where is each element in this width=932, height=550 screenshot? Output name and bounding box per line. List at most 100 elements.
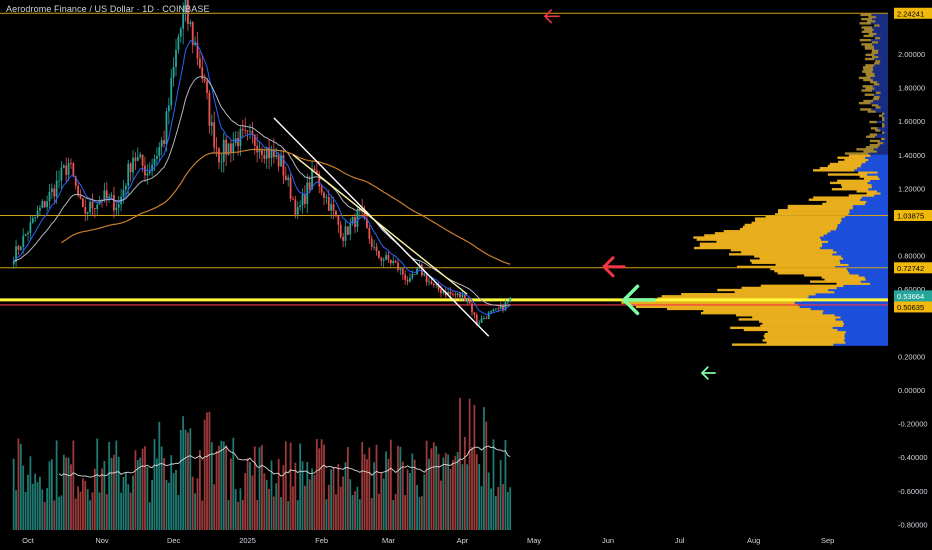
vp-yellow-row	[865, 87, 875, 90]
x-tick-label: Oct	[22, 536, 35, 545]
vp-blue-row	[870, 76, 888, 80]
volume-bar	[170, 455, 173, 530]
volume-bar	[304, 485, 306, 530]
candle-body	[91, 201, 94, 208]
candle-body	[423, 273, 426, 276]
volume-bar	[175, 469, 177, 530]
volume-bar	[265, 480, 268, 530]
price-label: 0.50635	[897, 303, 924, 312]
vp-blue-row	[872, 89, 888, 92]
volume-bar	[327, 484, 330, 530]
vp-yellow-row	[738, 318, 836, 321]
candle-body	[127, 163, 130, 186]
volume-bar	[480, 486, 483, 530]
volume-bar	[50, 459, 53, 530]
vp-yellow-row	[867, 110, 876, 113]
candle-body	[430, 281, 433, 284]
vp-yellow-row	[874, 24, 880, 27]
vp-yellow-row	[844, 158, 869, 162]
volume-bar	[230, 458, 232, 530]
vp-blue-row	[876, 190, 888, 193]
volume-bar	[494, 496, 497, 530]
volume-bar	[368, 447, 371, 530]
volume-bar	[86, 489, 89, 530]
vp-blue-row	[841, 255, 888, 258]
vp-blue-row	[874, 45, 888, 48]
candle-body	[134, 157, 137, 161]
vp-yellow-row	[751, 221, 841, 225]
volume-bar	[335, 494, 337, 530]
vp-yellow-row	[759, 257, 844, 260]
candle-body	[172, 66, 175, 78]
vp-blue-row	[878, 55, 888, 59]
vp-yellow-row	[813, 169, 855, 172]
vp-yellow-row	[699, 242, 823, 246]
volume-bar	[105, 494, 108, 530]
candle-body	[156, 155, 158, 159]
volume-bar	[141, 448, 144, 530]
vp-yellow-row	[881, 137, 885, 141]
candle-body	[165, 111, 168, 145]
vp-yellow-row	[861, 30, 873, 33]
vp-yellow-row	[856, 190, 877, 193]
candle-body	[151, 164, 154, 172]
x-tick-label: Aug	[747, 536, 760, 545]
vp-yellow-row	[759, 320, 843, 323]
candle-body	[177, 36, 180, 50]
volume-bar	[299, 443, 302, 530]
candle-body	[129, 163, 132, 173]
volume-bar	[356, 486, 359, 530]
vp-blue-row	[871, 13, 888, 17]
vp-blue-row	[878, 41, 888, 44]
volume-bar	[251, 475, 254, 530]
vp-yellow-row	[869, 143, 880, 147]
candle-body	[48, 191, 51, 202]
volume-bar	[136, 460, 139, 530]
volume-bar	[148, 502, 151, 530]
vp-yellow-row	[865, 72, 875, 75]
vp-blue-row	[844, 337, 888, 340]
vp-blue-row	[849, 272, 888, 275]
volume-bar	[191, 476, 194, 530]
trendlines[interactable]	[273, 117, 490, 337]
price-label-bg	[894, 262, 932, 274]
vp-blue-row	[872, 43, 888, 46]
vp-yellow-row	[764, 332, 845, 336]
vp-yellow-row	[741, 286, 837, 290]
candle-body	[194, 42, 196, 46]
vp-yellow-row	[841, 183, 872, 187]
candle-body	[346, 226, 349, 235]
vp-yellow-row	[865, 146, 879, 149]
volume-bar	[275, 483, 278, 530]
candle-body	[170, 77, 173, 106]
volume-bar	[277, 458, 280, 530]
vp-yellow-row	[766, 341, 846, 344]
volume-bar	[452, 460, 454, 530]
volume-bar	[499, 460, 502, 530]
volume-bar	[165, 479, 168, 530]
vp-yellow-row	[878, 114, 883, 117]
volume-bar	[416, 485, 418, 530]
candle-body	[454, 294, 457, 296]
volume-profile	[621, 13, 888, 346]
vp-blue-row	[880, 192, 888, 195]
candle-body	[82, 198, 84, 208]
candle-body	[299, 205, 302, 208]
candle-body	[232, 143, 235, 153]
vp-blue-row	[840, 316, 888, 319]
candle-body	[344, 226, 347, 241]
vp-yellow-row	[827, 173, 867, 176]
volume-bar	[127, 484, 130, 530]
vp-blue-row	[871, 38, 888, 42]
vp-yellow-row	[872, 97, 879, 101]
volume-bar	[96, 438, 99, 530]
volume-bar	[411, 453, 414, 530]
candle-body	[225, 139, 228, 155]
x-tick-label: Mar	[382, 536, 395, 545]
vp-blue-row	[836, 286, 888, 290]
volume-bar	[189, 428, 192, 530]
candle-body	[253, 134, 256, 146]
volume-bar	[124, 473, 127, 530]
volume-bar	[294, 462, 297, 530]
